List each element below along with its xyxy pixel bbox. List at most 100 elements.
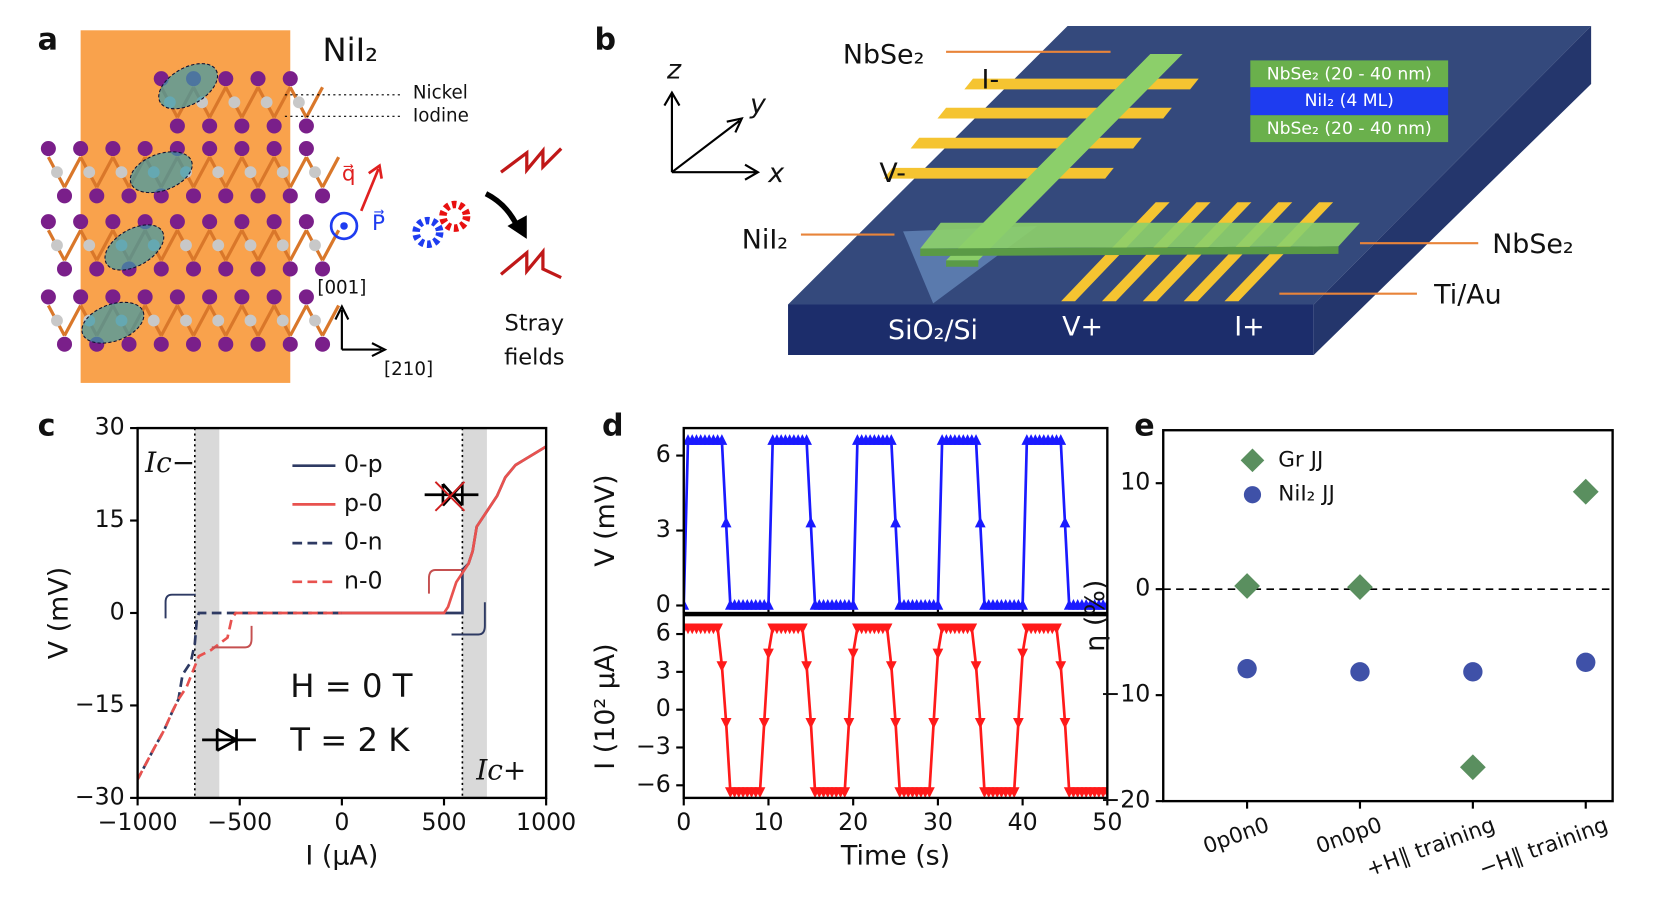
bond	[208, 86, 228, 119]
iodine	[218, 71, 234, 87]
nickel	[51, 239, 63, 252]
label: V+	[1062, 312, 1103, 343]
annotation: H = 0 T	[290, 667, 413, 705]
iodine	[105, 141, 121, 157]
x-tick-label: 40	[1008, 808, 1038, 836]
panel-b: NbSe₂ (20 - 40 nm) NiI₂ (4 ML) NbSe₂ (20…	[595, 23, 1592, 355]
marker	[754, 787, 766, 798]
label: Stray	[505, 310, 565, 336]
marker	[1017, 599, 1028, 610]
nickel	[180, 239, 192, 252]
nbse2-bar-edge	[946, 260, 979, 267]
iodine	[169, 214, 185, 230]
contact	[883, 167, 1114, 179]
x-tick-label: −1000	[98, 808, 178, 836]
panel-label: c	[38, 408, 56, 443]
nickel	[244, 314, 257, 327]
label: Ti/Au	[1433, 279, 1502, 310]
x-tick-label: 1000	[516, 808, 576, 836]
y-tick-label: 10	[1120, 468, 1150, 496]
marker	[847, 648, 859, 660]
switch-arrow	[164, 593, 196, 619]
x-tick-label: 0	[676, 808, 691, 836]
nickel	[147, 314, 160, 327]
nickel	[244, 239, 257, 252]
nickel	[115, 166, 128, 179]
y-tick-label: −3	[636, 732, 671, 760]
bond	[272, 86, 292, 119]
axis-label: [210]	[384, 359, 433, 380]
panel-a	[40, 30, 341, 383]
label: Iodine	[413, 105, 469, 126]
y-tick-label: 6	[656, 619, 671, 647]
plot-frame	[682, 613, 1109, 800]
iodine	[314, 261, 331, 277]
nickel	[212, 166, 225, 179]
nickel	[309, 166, 321, 179]
y-tick-label: 0	[110, 597, 125, 625]
iodine	[298, 289, 314, 305]
label: SiO₂/Si	[888, 315, 978, 346]
iodine	[89, 188, 105, 204]
iodine	[250, 188, 266, 204]
iodine	[282, 71, 298, 87]
junction	[202, 727, 256, 752]
iodine	[89, 261, 105, 277]
switch-arrow	[451, 602, 486, 636]
bond	[288, 156, 308, 189]
y-axis-label: V (mV)	[44, 567, 75, 659]
point	[1572, 478, 1599, 505]
iodine	[282, 188, 298, 204]
marker	[970, 661, 982, 673]
contact	[910, 137, 1142, 149]
point	[1350, 662, 1370, 682]
iodine	[202, 118, 218, 134]
data-line	[137, 611, 342, 781]
nickel	[309, 239, 321, 252]
marker	[885, 434, 897, 445]
stack-layer	[1250, 115, 1449, 143]
y-tick-label: 0	[1135, 574, 1150, 602]
marker	[1051, 623, 1062, 635]
point	[1576, 652, 1596, 672]
iodine	[218, 261, 234, 277]
x-tick-label: 30	[923, 808, 953, 836]
marker	[974, 717, 986, 729]
y-axis-label: I (10² μA)	[590, 643, 621, 769]
marker	[796, 623, 808, 635]
y-tick-label: 15	[95, 505, 125, 533]
data-line	[683, 626, 1108, 793]
legend-label: Gr JJ	[1278, 447, 1323, 472]
iodine	[56, 188, 73, 204]
y-tick-label: −6	[636, 770, 671, 798]
annotation: Ic+	[475, 754, 526, 787]
panel-label: b	[595, 23, 617, 58]
nickel	[212, 314, 225, 327]
point	[1463, 662, 1483, 682]
iodine	[105, 289, 121, 305]
iodine	[218, 188, 234, 204]
domain	[81, 301, 145, 344]
arrow-head	[507, 215, 527, 239]
plot-area	[683, 434, 1108, 610]
legend-label: 0-n	[344, 528, 383, 556]
stack-label: NbSe₂ (20 - 40 nm)	[1267, 119, 1432, 139]
label: NbSe₂	[1492, 229, 1573, 260]
nickel	[276, 314, 289, 327]
iodine	[169, 118, 185, 134]
marker	[758, 717, 770, 729]
marker	[716, 661, 728, 673]
plot-area	[137, 445, 547, 781]
marker	[847, 599, 859, 610]
bond	[256, 229, 276, 262]
iodine	[298, 141, 314, 157]
bond	[192, 304, 212, 337]
q-arrow	[359, 163, 383, 212]
bond	[95, 156, 115, 189]
iodine	[266, 141, 282, 157]
marker	[1017, 648, 1028, 660]
iodine	[314, 188, 331, 204]
iodine	[202, 214, 218, 230]
